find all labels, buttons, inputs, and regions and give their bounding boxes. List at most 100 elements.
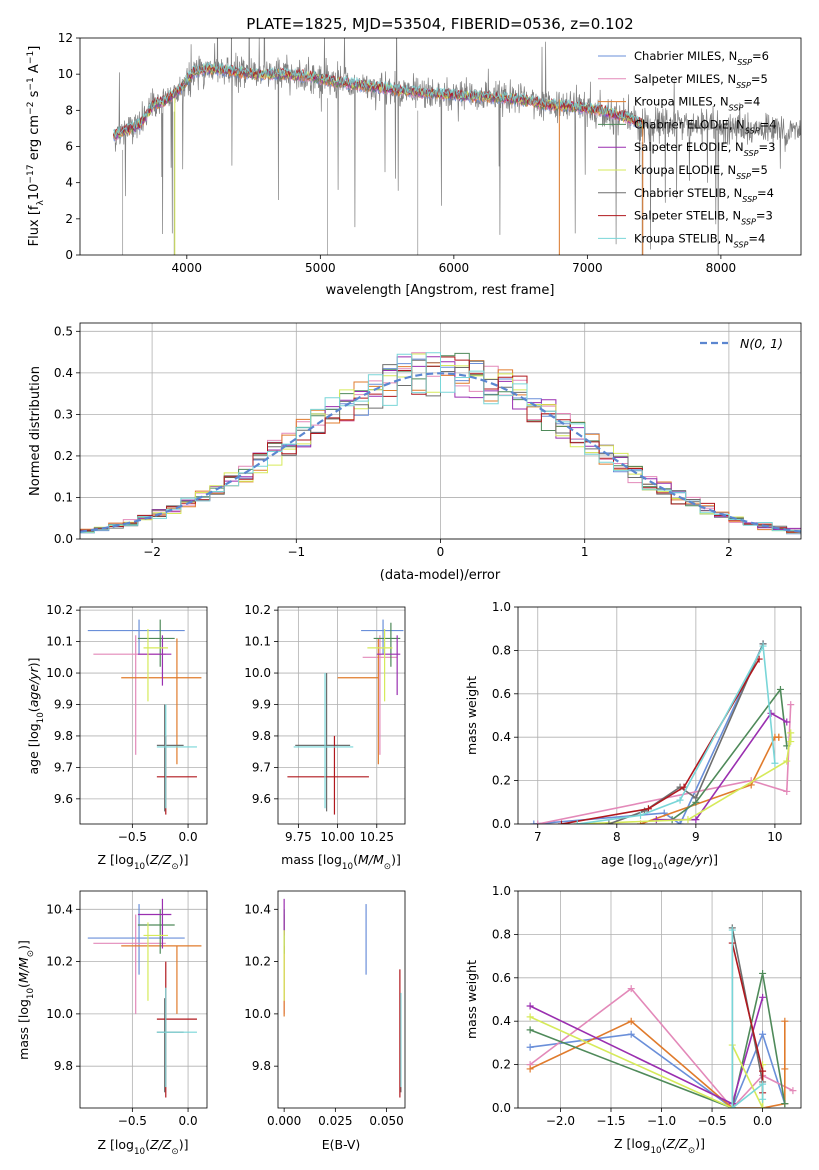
label-part: Chabrier ELODIE, N — [634, 117, 745, 131]
label-part: E(B-V) — [322, 1137, 361, 1152]
gaussian-reference-line — [80, 372, 801, 533]
mass-weight-marker — [776, 685, 784, 693]
mass-weight-marker — [759, 1030, 767, 1038]
label-part: Flux [f — [27, 205, 42, 246]
observed-spectrum-line — [113, 38, 801, 255]
mass-weight-marker — [759, 1067, 767, 1075]
mass-weight-marker — [787, 701, 795, 709]
y-axis-label: mass [log10(M/M⊙)] — [16, 940, 36, 1060]
label-part: −1 — [26, 77, 36, 90]
x-tick-label: 7000 — [572, 261, 603, 275]
x-tick-label: 6000 — [439, 261, 470, 275]
label-part: )] — [26, 657, 41, 667]
label-part: Salpeter STELIB, N — [634, 209, 741, 223]
legend-label: Kroupa STELIB, NSSP=4 — [634, 231, 765, 249]
axes-frame — [517, 890, 802, 1109]
label-part: Z/Z — [666, 1136, 689, 1151]
mass-weight-marker — [783, 787, 791, 795]
label-part: ⊙ — [384, 862, 391, 872]
mass-weight-vs-age-panel: 7 8 9 10 0.0 0.2 0.4 0.6 0.8 1.0 mass weight age [l… — [464, 600, 802, 872]
label-part: SSP — [742, 194, 757, 203]
label-part: SSP — [736, 172, 751, 181]
y-tick-label: 10.2 — [46, 955, 73, 969]
label-part: ( — [663, 852, 668, 867]
x-tick-label: 8 — [613, 830, 621, 844]
residuals-panel: −2 −1 0 1 2 0.0 0.1 0.2 0.3 0.4 0.5 N(0, 1) (data-mo… — [28, 322, 802, 583]
legend-label: Chabrier MILES, NSSP=6 — [634, 49, 769, 67]
label-part: mass [log — [281, 852, 342, 867]
label-part: 10 — [27, 184, 42, 201]
mass-weight-line — [529, 987, 794, 1108]
legend-label: Salpeter ELODIE, NSSP=3 — [634, 140, 775, 158]
mass-weight-line — [608, 643, 764, 824]
label-part: Z [log — [98, 1137, 134, 1152]
label-part: (data-model)/error — [380, 568, 501, 583]
label-part: A — [27, 64, 42, 77]
mass-weight-line — [671, 687, 788, 821]
label-part: 10 — [134, 862, 145, 872]
label-part: )] — [179, 1137, 189, 1152]
x-tick-label: 10.00 — [320, 830, 354, 844]
label-part: Z/Z — [149, 852, 172, 867]
mass-weight-marker — [775, 733, 783, 741]
x-axis-label: mass [log10(M/M⊙)] — [281, 852, 401, 872]
errorbar-area — [87, 619, 202, 815]
line-area — [526, 924, 797, 1108]
mass-weight-marker — [728, 1104, 736, 1108]
x-tick-label: 0.050 — [369, 1114, 403, 1128]
label-part: =5 — [751, 72, 768, 86]
mass-weight-line — [533, 643, 764, 824]
y-tick-label: 10.2 — [46, 603, 73, 617]
mass-weight-marker — [759, 642, 767, 650]
x-tick-label: 0.0 — [179, 1114, 198, 1128]
label-part: SSP — [734, 240, 749, 249]
label-part: 10 — [342, 862, 353, 872]
label-part: 10 — [652, 862, 663, 872]
legend-label: N(0, 1) — [740, 336, 783, 351]
mass-weight-marker — [783, 718, 791, 726]
y-tick-label: 9.8 — [54, 1059, 73, 1073]
y-tick-label: 10.2 — [244, 955, 271, 969]
y-tick-label: 9.6 — [252, 792, 271, 806]
label-part: )] — [695, 1136, 705, 1151]
y-tick-label: 10.0 — [46, 666, 73, 680]
x-tick-label: 9.75 — [285, 830, 312, 844]
y-tick-label: 0.4 — [492, 730, 511, 744]
mass-weight-line — [656, 712, 788, 821]
label-part: ⊙ — [171, 862, 178, 872]
x-axis-label: Z [log10(Z/Z⊙)] — [614, 1136, 705, 1156]
mass-weight-marker — [652, 816, 660, 824]
label-part: M/M — [16, 957, 31, 983]
y-tick-label: 10.4 — [244, 902, 271, 916]
label-part: age [log — [26, 723, 41, 774]
label-part: Salpeter ELODIE, N — [634, 140, 744, 154]
label-part: s — [27, 90, 42, 101]
mass-weight-marker — [637, 811, 645, 819]
y-tick-label: 9.8 — [252, 1059, 271, 1073]
mass-weight-line — [529, 973, 786, 1108]
y-tick-label: 0.0 — [492, 817, 511, 831]
x-tick-label: 1 — [581, 545, 589, 559]
x-axis-label: age [log10(age/yr)] — [601, 852, 718, 872]
x-tick-label: 0.025 — [318, 1114, 352, 1128]
legend-label: Salpeter MILES, NSSP=5 — [634, 72, 768, 90]
y-tick-label: 10.2 — [244, 603, 271, 617]
mass-weight-marker — [627, 985, 635, 993]
mass-weight-marker — [728, 926, 736, 934]
spectrum-panel: 4000 5000 6000 7000 8000 0 2 4 6 8 10 12 Chabrier MI… — [26, 31, 802, 298]
mass-weight-marker — [534, 820, 542, 824]
label-part: mass weight — [464, 960, 479, 1039]
errorbar-area — [283, 898, 402, 1098]
label-part: Chabrier MILES, N — [634, 49, 737, 63]
mass-weight-marker — [676, 796, 684, 804]
label-part: Kroupa ELODIE, N — [634, 163, 736, 177]
x-tick-label: −0.5 — [118, 1114, 147, 1128]
model-spectrum-line — [113, 61, 644, 139]
x-tick-label: 7 — [534, 830, 542, 844]
y-tick-label: 9.9 — [252, 697, 271, 711]
errorbar-area — [87, 898, 202, 1098]
mass-weight-marker — [684, 816, 692, 824]
y-tick-label: 9.7 — [252, 760, 271, 774]
x-tick-label: 10 — [767, 830, 782, 844]
